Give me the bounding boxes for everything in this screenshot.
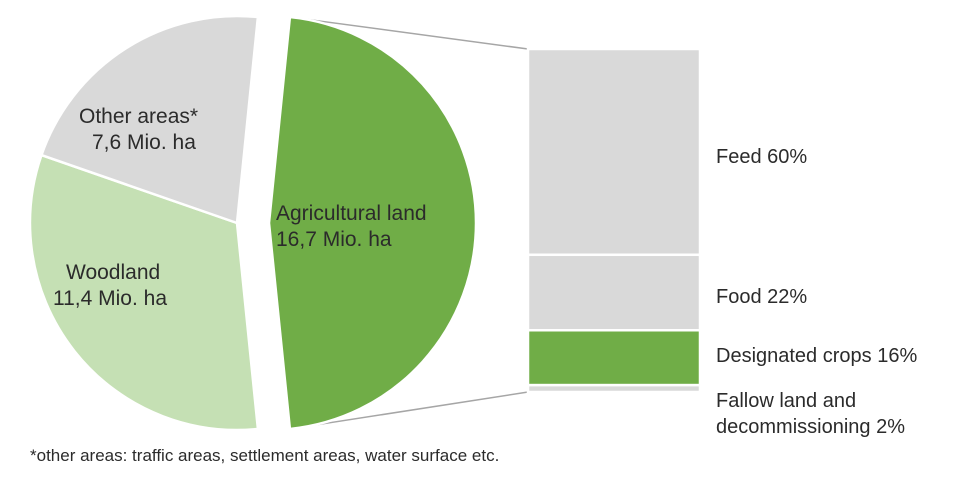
land-use-pie bbox=[28, 14, 478, 432]
pie-slice-woodland bbox=[28, 153, 260, 432]
pie-label-other-areas: Other areas* bbox=[79, 105, 198, 128]
pie-labels: Agricultural land 16,7 Mio. ha Woodland 11,… bbox=[53, 105, 427, 310]
agricultural-breakdown-bar bbox=[526, 47, 702, 394]
bar-labels: Feed 60% Food 22% Designated crops 16% Fall… bbox=[716, 146, 917, 438]
footnote: *other areas: traffic areas, settlement … bbox=[30, 446, 499, 465]
bar-label-designated-crops-16: Designated crops 16% bbox=[716, 345, 917, 367]
bar-segment-designated-crops-16 bbox=[526, 329, 702, 387]
bar-segment-food-22 bbox=[526, 253, 702, 332]
bar-segment-feed-60 bbox=[526, 47, 702, 257]
connector-line-top bbox=[289, 16, 529, 50]
pie-slice-other-areas bbox=[39, 14, 260, 225]
pie-label-woodland: Woodland bbox=[66, 261, 160, 284]
bar-segment-fallow-land-and-decommissioning-2 bbox=[526, 383, 702, 394]
bar-label-feed-60: Feed 60% bbox=[716, 146, 807, 168]
connector-line-bottom bbox=[289, 391, 529, 430]
pie-value-agricultural-land: 16,7 Mio. ha bbox=[276, 228, 392, 251]
pie-value-woodland: 11,4 Mio. ha bbox=[53, 287, 167, 310]
pie-slice-agricultural-land bbox=[267, 15, 478, 431]
connector-lines bbox=[289, 16, 529, 430]
pie-label-agricultural-land: Agricultural land bbox=[276, 202, 427, 225]
bar-label-food-22: Food 22% bbox=[716, 286, 807, 308]
pie-value-other-areas: 7,6 Mio. ha bbox=[92, 131, 196, 154]
bar-label-fallow-land-and-decommissioning-2: Fallow land and decommissioning 2% bbox=[716, 390, 905, 438]
